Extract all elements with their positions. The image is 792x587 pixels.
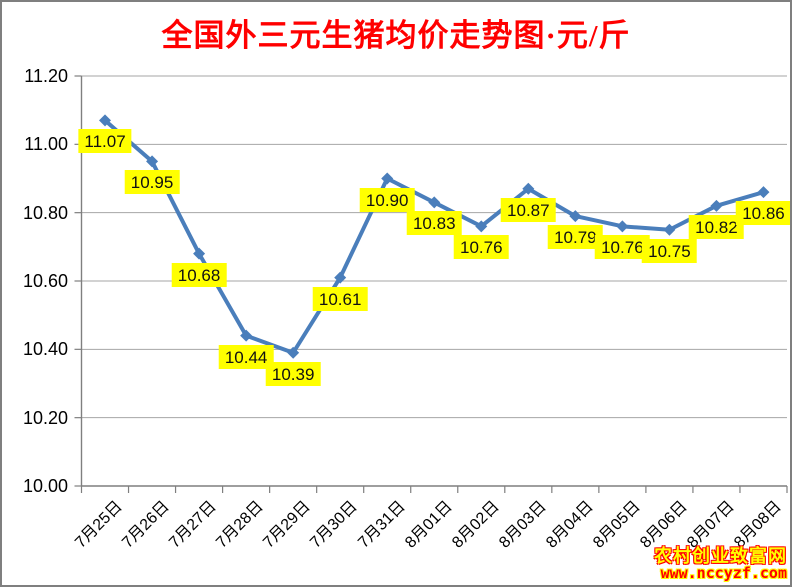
y-axis-tick-label: 11.00: [24, 134, 68, 155]
data-point-label: 11.07: [78, 129, 132, 154]
data-point-label: 10.76: [595, 235, 650, 260]
watermark-site-url: www.nccyzf.com: [660, 564, 787, 583]
data-point-label: 10.61: [312, 286, 368, 311]
watermark: 农村创业致富网 www.nccyzf.com: [654, 547, 787, 582]
y-axis-tick-label: 10.20: [22, 407, 68, 428]
data-point-label: 10.86: [736, 201, 790, 226]
chart-title: 全国外三元生猪均价走势图·元/斤: [161, 18, 631, 53]
y-axis-tick-label: 10.00: [22, 476, 68, 496]
watermark-site-name: 农村创业致富网: [654, 546, 787, 567]
data-point-label: 10.79: [548, 225, 603, 250]
y-axis-tick-label: 10.40: [22, 339, 68, 360]
data-point-label: 10.83: [406, 211, 462, 236]
data-point-label: 10.76: [454, 235, 509, 260]
data-point-label: 10.68: [171, 262, 227, 287]
y-axis-tick-label: 11.20: [24, 66, 68, 86]
data-point-label: 10.90: [359, 187, 415, 212]
y-axis-tick-label: 10.80: [22, 202, 68, 223]
y-axis-tick-label: 10.60: [22, 271, 68, 291]
data-point-label: 10.82: [689, 214, 744, 239]
data-point-label: 10.44: [218, 344, 274, 369]
data-point-label: 10.75: [642, 238, 697, 263]
data-point-label: 10.95: [124, 170, 180, 195]
data-point-label: 10.87: [501, 197, 556, 222]
data-point-label: 10.39: [265, 361, 321, 386]
